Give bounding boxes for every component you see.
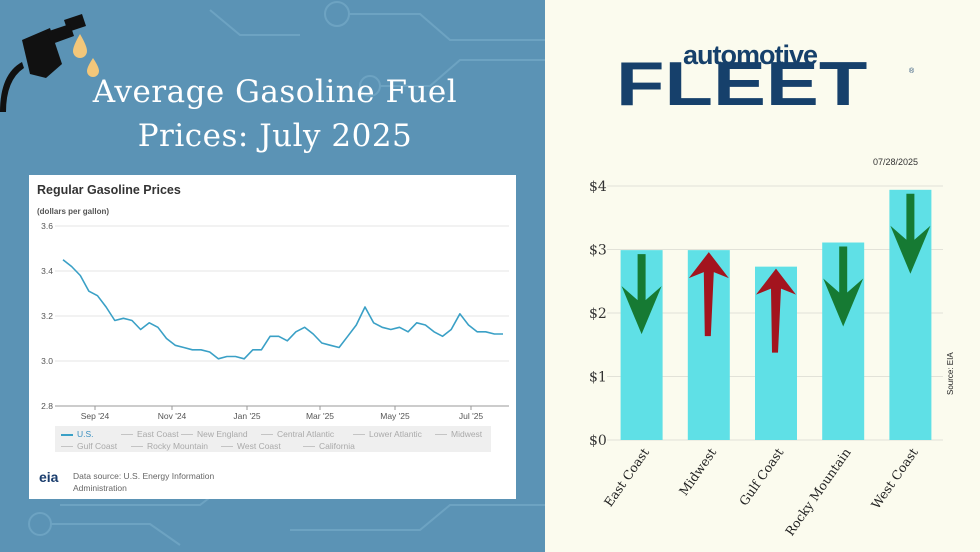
legend-swatch bbox=[61, 433, 73, 436]
legend-label: Rocky Mountain bbox=[147, 441, 208, 451]
x-tick-label: Jul '25 bbox=[459, 411, 484, 421]
y-tick-label: $1 bbox=[589, 370, 607, 386]
y-tick-label: $0 bbox=[589, 433, 607, 449]
legend-item[interactable]: West Coast bbox=[221, 441, 281, 451]
legend-swatch bbox=[221, 446, 233, 448]
eia-source-note: Data source: U.S. Energy Information Adm… bbox=[73, 470, 214, 494]
arrow-down-icon bbox=[890, 193, 931, 274]
arrow-up-icon bbox=[756, 268, 796, 353]
y-tick-label: 3.0 bbox=[41, 356, 53, 366]
legend-label: New England bbox=[197, 429, 248, 439]
legend-item[interactable]: Midwest bbox=[435, 429, 482, 439]
legend-swatch bbox=[121, 434, 133, 436]
brand-logo-main: FLEET bbox=[616, 50, 868, 119]
x-category-label: Rocky Mountain bbox=[782, 445, 854, 538]
date-label: 07/28/2025 bbox=[873, 157, 919, 167]
series-line-us bbox=[62, 259, 503, 360]
y-tick-label: $3 bbox=[589, 243, 607, 259]
legend-swatch bbox=[353, 434, 365, 436]
x-tick-label: Mar '25 bbox=[306, 411, 334, 421]
fuel-drop-icon bbox=[87, 58, 99, 77]
fuel-drop-icon bbox=[73, 34, 87, 58]
source-label: Source: EIA bbox=[946, 352, 955, 395]
line-chart-title: Regular Gasoline Prices bbox=[37, 183, 181, 197]
legend-item[interactable]: East Coast bbox=[121, 429, 179, 439]
legend-swatch bbox=[435, 434, 447, 436]
x-tick-label: Nov '24 bbox=[158, 411, 187, 421]
arrow-down-icon bbox=[621, 254, 662, 335]
fuel-nozzle-icon bbox=[0, 14, 99, 112]
legend-label: Lower Atlantic bbox=[369, 429, 422, 439]
left-panel: Average Gasoline Fuel Prices: July 2025 … bbox=[0, 0, 545, 552]
brand-logo-top: automotive bbox=[683, 40, 818, 70]
eia-chart-card: Regular Gasoline Prices (dollars per gal… bbox=[29, 175, 516, 499]
legend-item[interactable]: Lower Atlantic bbox=[353, 429, 422, 439]
y-tick-label: $2 bbox=[589, 306, 607, 322]
x-category-label: Gulf Coast bbox=[736, 445, 787, 508]
legend-label: Gulf Coast bbox=[77, 441, 118, 451]
eia-source-line-1: Data source: U.S. Energy Information bbox=[73, 471, 215, 481]
line-chart: 3.6 3.4 3.2 3.0 2.8 Sep '24 Nov '24 Jan '25 Mar … bbox=[41, 221, 509, 421]
legend-item[interactable]: Rocky Mountain bbox=[131, 441, 208, 451]
y-tick-label: 3.4 bbox=[41, 266, 53, 276]
legend-label: U.S. bbox=[77, 429, 94, 439]
arrow-down-icon bbox=[823, 246, 864, 327]
legend-label: California bbox=[319, 441, 355, 451]
legend-item[interactable]: New England bbox=[181, 429, 248, 439]
x-tick-label: Sep '24 bbox=[81, 411, 110, 421]
y-tick-label: 2.8 bbox=[41, 401, 53, 411]
x-tick-label: Jan '25 bbox=[233, 411, 260, 421]
line-chart-legend: U.S. East Coast New England Central Atlanti… bbox=[55, 426, 491, 452]
legend-swatch bbox=[61, 446, 73, 448]
x-category-label: Midwest bbox=[676, 445, 719, 498]
legend-swatch bbox=[261, 434, 273, 436]
legend-item[interactable]: California bbox=[303, 441, 355, 451]
headline-line-1: Average Gasoline Fuel bbox=[92, 74, 458, 110]
y-tick-label: $4 bbox=[589, 179, 607, 195]
legend-label: Midwest bbox=[451, 429, 483, 439]
x-category-label: East Coast bbox=[601, 445, 652, 509]
arrow-up-icon bbox=[688, 252, 729, 337]
y-tick-label: 3.2 bbox=[41, 311, 53, 321]
legend-swatch bbox=[303, 446, 315, 448]
headline-line-2: Prices: July 2025 bbox=[137, 118, 413, 154]
legend-swatch bbox=[131, 446, 143, 448]
legend-swatch bbox=[181, 434, 193, 436]
eia-source-line-2: Administration bbox=[73, 483, 127, 493]
headline: Average Gasoline Fuel Prices: July 2025 bbox=[30, 70, 520, 158]
legend-item[interactable]: Gulf Coast bbox=[61, 441, 117, 451]
legend-item[interactable]: Central Atlantic bbox=[261, 429, 334, 439]
legend-label: Central Atlantic bbox=[277, 429, 335, 439]
legend-item[interactable]: U.S. bbox=[61, 429, 94, 439]
legend-label: East Coast bbox=[137, 429, 179, 439]
x-category-label: West Coast bbox=[868, 445, 921, 511]
x-tick-label: May '25 bbox=[380, 411, 410, 421]
eia-logo: eia bbox=[39, 469, 59, 485]
brand-registered-mark: ® bbox=[909, 68, 915, 75]
line-chart-unit: (dollars per gallon) bbox=[37, 207, 110, 216]
bar-chart: $0 $1 $2 $3 $4 East Coast Midwest Gulf CoastRoc… bbox=[589, 179, 943, 539]
y-tick-label: 3.6 bbox=[41, 221, 53, 231]
legend-label: West Coast bbox=[237, 441, 281, 451]
